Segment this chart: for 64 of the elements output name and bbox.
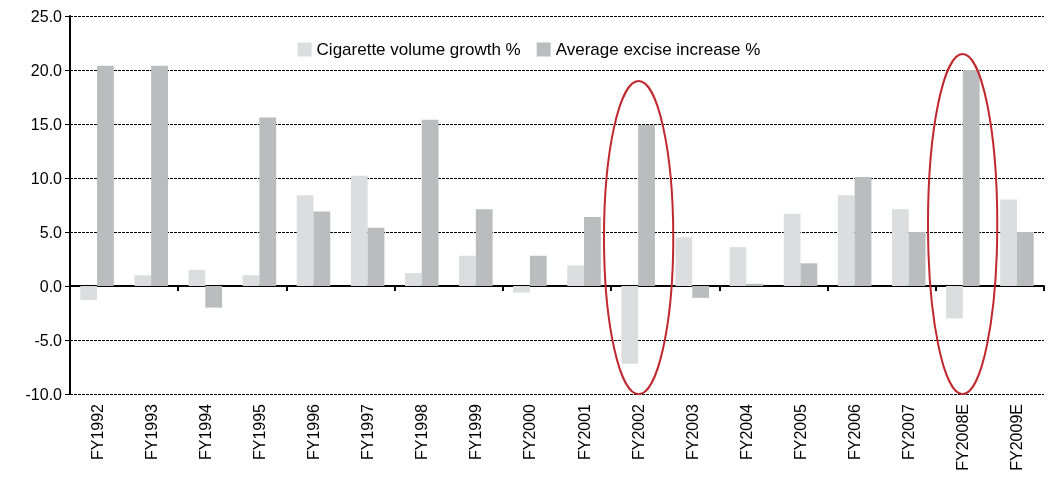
bar — [367, 227, 385, 286]
bar — [259, 117, 277, 286]
x-tick-label: FY2008E — [954, 404, 972, 471]
bar — [296, 195, 314, 286]
bar — [242, 275, 260, 286]
bar — [567, 265, 585, 286]
x-tick-label: FY2006 — [846, 403, 864, 461]
x-tick-label: FY2004 — [737, 403, 755, 461]
x-tick-label: FY2003 — [683, 403, 701, 461]
bar — [205, 286, 223, 308]
x-tick-label: FY1992 — [88, 403, 106, 461]
bar — [783, 213, 801, 286]
x-tick-label: FY1996 — [305, 403, 322, 461]
x-tick-label: FY1995 — [250, 403, 268, 461]
y-tick-label: 20.0 — [30, 61, 63, 79]
y-tick-label: 10.0 — [30, 169, 63, 187]
bar — [837, 195, 855, 286]
y-tick-label: 0.0 — [39, 277, 63, 295]
bar — [188, 269, 206, 286]
x-tick-label: FY1999 — [467, 403, 485, 461]
x-tick-label: FY1994 — [196, 403, 214, 461]
bar — [621, 286, 639, 364]
x-tick-label: FY2000 — [521, 403, 539, 461]
y-tick-label: 15.0 — [30, 115, 63, 133]
y-tick-label: 25.0 — [30, 7, 63, 25]
bar — [151, 65, 168, 286]
x-tick-label: FY2005 — [792, 403, 809, 461]
bar — [350, 175, 368, 286]
bar — [891, 209, 909, 286]
bar — [908, 232, 926, 286]
bar — [584, 216, 601, 286]
bar — [513, 286, 530, 293]
x-tick-label: FY1993 — [142, 403, 160, 461]
bar — [475, 209, 493, 286]
bar — [1000, 199, 1017, 286]
legend-label: Average excise increase % — [555, 40, 761, 59]
bar — [746, 283, 764, 286]
bar — [729, 247, 747, 286]
bar — [800, 263, 818, 286]
bar — [313, 211, 331, 286]
bar — [946, 286, 963, 319]
x-tick-label: FY2009E — [1008, 404, 1026, 471]
bar — [692, 286, 710, 298]
x-tick-label: FY1998 — [413, 403, 431, 461]
x-tick-label: FY2007 — [900, 403, 918, 461]
x-tick-label: FY1997 — [359, 403, 377, 461]
bar — [421, 119, 439, 286]
bar — [459, 255, 476, 286]
bar — [1016, 232, 1034, 286]
bar — [529, 255, 547, 286]
bar — [80, 286, 98, 301]
bar — [638, 125, 655, 286]
bar — [134, 275, 152, 286]
x-tick-label: FY2002 — [629, 403, 647, 461]
bar — [854, 176, 872, 286]
y-tick-label: -5.0 — [34, 331, 63, 349]
bar — [97, 65, 114, 286]
x-tick-label: FY2001 — [575, 403, 593, 461]
legend-label: Cigarette volume growth % — [316, 40, 521, 59]
y-tick-label: 5.0 — [39, 223, 63, 241]
bar — [675, 237, 693, 286]
bar — [404, 273, 422, 286]
bar — [962, 70, 980, 286]
y-tick-label: -10.0 — [25, 385, 63, 403]
